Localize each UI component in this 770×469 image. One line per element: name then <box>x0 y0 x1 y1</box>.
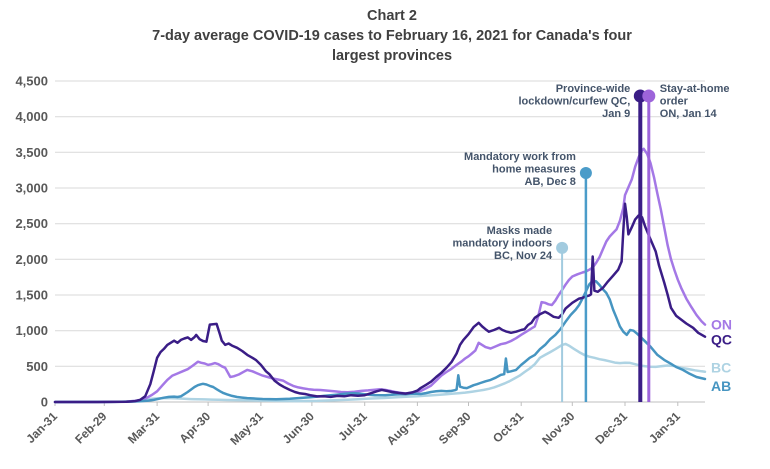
series-line-ab <box>53 279 707 404</box>
legend-label-ab: AB <box>711 378 731 394</box>
x-tick-label: Jan-31 <box>23 409 60 446</box>
x-tick-label: Jan-31 <box>646 409 683 446</box>
annotation-label-0: Masks made mandatory indoors BC, Nov 24 <box>452 225 553 262</box>
legend-label-on: ON <box>711 317 732 333</box>
x-tick-label: Sep-30 <box>436 409 474 447</box>
series-line-on <box>53 147 707 404</box>
y-tick-label: 1,000 <box>15 323 48 338</box>
annotation-label-3: Stay-at-home order ON, Jan 14 <box>660 83 730 120</box>
y-tick-label: 2,000 <box>15 252 48 267</box>
x-tick-label: Feb-29 <box>72 409 109 446</box>
chart-subtitle-line-1: 7-day average COVID-19 cases to February… <box>152 28 632 44</box>
y-tick-label: 4,500 <box>15 74 48 89</box>
x-tick-label: Nov-30 <box>539 409 577 447</box>
chart-title-block: Chart 2 7-day average COVID-19 cases to … <box>20 6 764 66</box>
y-tick-label: 3,000 <box>15 181 48 196</box>
legend-label-qc: QC <box>711 332 732 348</box>
chart-title: Chart 2 <box>367 8 417 24</box>
annotation-dot-1 <box>579 167 592 179</box>
y-tick-label: 500 <box>26 359 48 374</box>
y-tick-label: 0 <box>41 395 48 410</box>
x-tick-label: Dec-31 <box>592 409 630 447</box>
x-tick-label: Oct-31 <box>490 409 527 446</box>
annotation-label-2: Province-wide lockdown/curfew QC, Jan 9 <box>518 83 630 120</box>
legend-label-bc: BC <box>711 360 731 376</box>
x-tick-label: Jun-30 <box>280 409 317 446</box>
x-tick-label: May-31 <box>227 409 266 448</box>
series-line-qc <box>53 202 707 404</box>
annotation-dot-3 <box>642 89 656 103</box>
annotation-label-1: Mandatory work from home measures AB, Dec … <box>464 151 576 188</box>
y-tick-label: 1,500 <box>15 288 48 303</box>
x-tick-label: Mar-31 <box>125 409 162 446</box>
y-tick-label: 2,500 <box>15 216 48 231</box>
annotation-dot-0 <box>556 241 569 254</box>
y-tick-label: 4,000 <box>15 109 48 124</box>
series-line-bc <box>53 342 707 404</box>
chart-subtitle-line-2: largest provinces <box>331 48 453 64</box>
x-tick-label: Aug-31 <box>384 409 423 448</box>
y-tick-label: 3,500 <box>15 145 48 160</box>
x-tick-label: Jul-31 <box>335 409 370 444</box>
x-tick-label: Apr-30 <box>176 409 213 446</box>
